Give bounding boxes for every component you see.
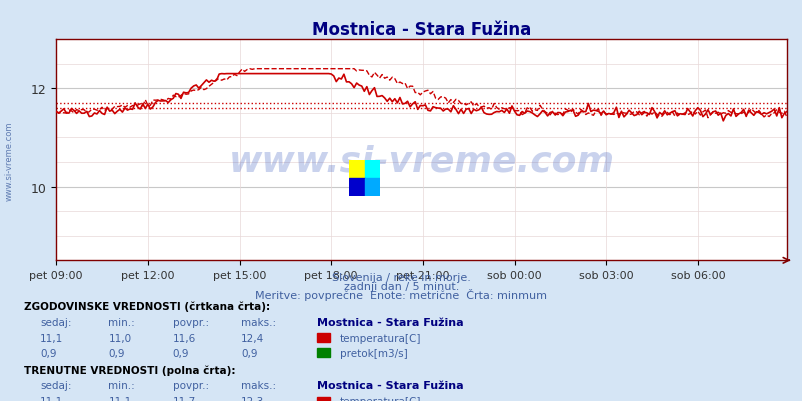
Text: 11,1: 11,1 [108, 396, 132, 401]
Text: temperatura[C]: temperatura[C] [339, 396, 420, 401]
Text: 12,4: 12,4 [241, 333, 264, 343]
Text: 11,7: 11,7 [172, 396, 196, 401]
Text: 0,9: 0,9 [108, 348, 125, 358]
Text: Meritve: povprečne  Enote: metrične  Črta: minmum: Meritve: povprečne Enote: metrične Črta:… [255, 288, 547, 300]
Text: temperatura[C]: temperatura[C] [339, 333, 420, 343]
Text: sedaj:: sedaj: [40, 380, 71, 390]
Text: www.si-vreme.com: www.si-vreme.com [5, 121, 14, 200]
Text: Mostnica - Stara Fužina: Mostnica - Stara Fužina [317, 317, 464, 327]
Text: sedaj:: sedaj: [40, 317, 71, 327]
Text: 11,1: 11,1 [40, 333, 63, 343]
Bar [349, 178, 364, 196]
Text: 0,9: 0,9 [172, 348, 189, 358]
Text: povpr.:: povpr.: [172, 317, 209, 327]
Text: 11,0: 11,0 [108, 333, 132, 343]
Text: 12,3: 12,3 [241, 396, 264, 401]
Text: 0,9: 0,9 [241, 348, 257, 358]
Text: povpr.:: povpr.: [172, 380, 209, 390]
Text: maks.:: maks.: [241, 380, 276, 390]
Text: 11,6: 11,6 [172, 333, 196, 343]
Text: 11,1: 11,1 [40, 396, 63, 401]
Text: pretok[m3/s]: pretok[m3/s] [339, 348, 407, 358]
Text: Slovenija / reke in morje.: Slovenija / reke in morje. [332, 273, 470, 283]
Text: maks.:: maks.: [241, 317, 276, 327]
Text: www.si-vreme.com: www.si-vreme.com [229, 144, 614, 178]
Text: 0,9: 0,9 [40, 348, 57, 358]
Text: min.:: min.: [108, 380, 135, 390]
Text: ZGODOVINSKE VREDNOSTI (črtkana črta):: ZGODOVINSKE VREDNOSTI (črtkana črta): [24, 301, 270, 312]
Text: min.:: min.: [108, 317, 135, 327]
Text: TRENUTNE VREDNOSTI (polna črta):: TRENUTNE VREDNOSTI (polna črta): [24, 365, 235, 375]
Title: Mostnica - Stara Fužina: Mostnica - Stara Fužina [311, 20, 531, 38]
Bar [349, 160, 364, 178]
Text: zadnji dan / 5 minut.: zadnji dan / 5 minut. [343, 282, 459, 292]
Bar [364, 178, 379, 196]
Bar [364, 160, 379, 178]
Text: Mostnica - Stara Fužina: Mostnica - Stara Fužina [317, 380, 464, 390]
